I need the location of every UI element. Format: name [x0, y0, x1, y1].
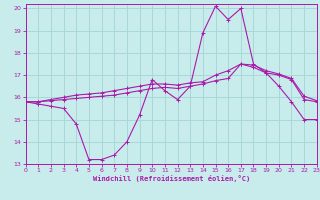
- X-axis label: Windchill (Refroidissement éolien,°C): Windchill (Refroidissement éolien,°C): [92, 175, 250, 182]
